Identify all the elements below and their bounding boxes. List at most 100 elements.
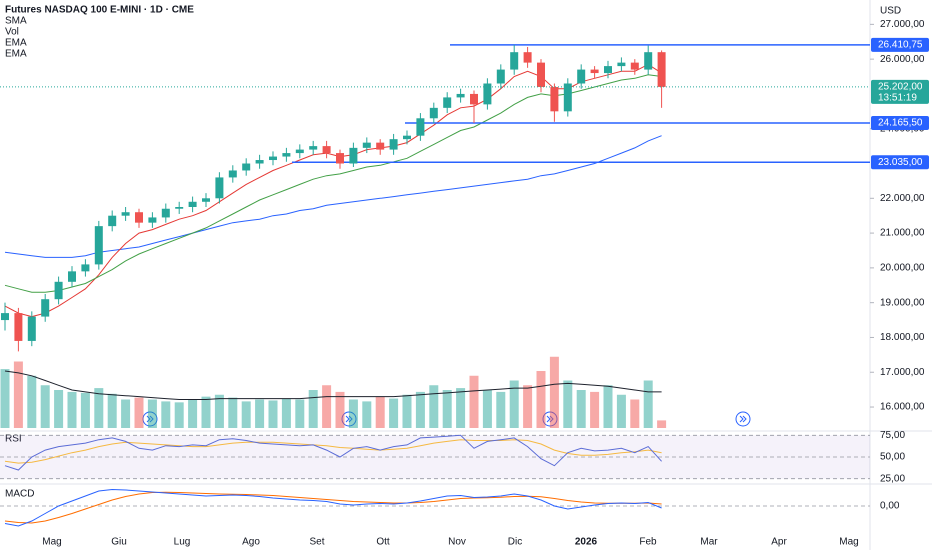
volume-bar	[0, 369, 10, 428]
rsi-line	[4, 434, 662, 471]
candle-body	[68, 271, 76, 282]
candle-body	[121, 212, 130, 216]
volume-bar	[469, 375, 479, 428]
x-tick-label: Giu	[111, 537, 127, 548]
volume-bar	[94, 388, 104, 428]
volume-bar	[630, 399, 640, 428]
last-price-bg	[871, 79, 929, 104]
candle-body	[617, 62, 626, 67]
volume-bar	[509, 380, 519, 428]
x-tick-label: Nov	[448, 537, 466, 548]
volume-bar	[375, 396, 385, 428]
volume-bar	[590, 391, 600, 428]
volume-bar	[402, 394, 412, 428]
x-tick-label: Set	[309, 537, 324, 548]
candle-body	[376, 142, 385, 150]
x-tick-label: Ago	[242, 537, 260, 548]
volume-bar	[335, 391, 345, 428]
candle-body	[188, 201, 197, 207]
volume-bar	[228, 397, 238, 428]
volume-bar	[389, 398, 399, 428]
y-tick-label: 27.000,00	[880, 19, 925, 30]
currency: USD	[880, 6, 901, 17]
candle-body	[657, 52, 666, 87]
volume-bar	[643, 380, 653, 428]
countdown: 13:51:19	[878, 93, 917, 104]
volume-bar	[482, 390, 492, 428]
volume-bar	[362, 401, 372, 428]
rsi-ma	[4, 439, 662, 464]
candle-body	[336, 153, 344, 164]
candle-body	[630, 62, 639, 70]
volume-bar	[27, 375, 37, 428]
candle-body	[604, 66, 612, 74]
volume-bar	[147, 399, 157, 428]
volume-bar	[657, 420, 667, 428]
volume-bar	[563, 380, 573, 428]
pane-title: MACD	[5, 489, 34, 500]
volume-bar	[496, 391, 506, 428]
y-tick-label: 18.000,00	[880, 332, 925, 343]
ma-line	[4, 74, 662, 293]
candle-body	[94, 226, 103, 265]
candle-body	[483, 83, 492, 105]
legend-entry: EMA	[5, 38, 27, 49]
candle-body	[1, 313, 9, 321]
level-label-bg	[871, 155, 929, 170]
level-label-bg	[871, 115, 929, 130]
candle-body	[644, 52, 653, 70]
volume-bar	[134, 397, 144, 428]
volume-bar	[308, 390, 318, 428]
volume-bar	[80, 392, 90, 428]
candle-body	[362, 142, 371, 148]
volume-bar	[241, 401, 251, 428]
candle-body	[228, 170, 237, 178]
y-tick-label: 17.000,00	[880, 367, 925, 378]
candle-body	[202, 198, 210, 202]
volume-bar	[603, 385, 613, 428]
volume-bar	[13, 361, 23, 428]
candle-body	[590, 69, 599, 74]
x-tick-label: Mag	[42, 537, 61, 548]
candle-body	[148, 217, 157, 223]
y-tick-label: 25,00	[880, 473, 905, 484]
level-label: 26.410,75	[878, 39, 923, 50]
candle-body	[470, 93, 478, 105]
candle-body	[403, 135, 411, 140]
pane-title: RSI	[5, 434, 22, 445]
candle-body	[429, 107, 438, 119]
candle-body	[443, 97, 452, 108]
volume-bar	[121, 399, 131, 428]
candle-body	[550, 86, 559, 112]
macd-line	[4, 488, 662, 527]
y-tick-label: 0,00	[880, 501, 900, 512]
volume-bar	[67, 391, 77, 428]
volume-bar	[214, 394, 224, 428]
candle-body	[563, 83, 572, 112]
volume-bar	[442, 390, 452, 428]
volume-bar	[348, 399, 358, 428]
candle-body	[295, 149, 304, 154]
volume-bar	[107, 393, 117, 428]
candle-body	[269, 156, 277, 161]
legend-entry: SMA	[5, 16, 27, 27]
ma-line	[4, 135, 662, 258]
candle-body	[416, 118, 425, 136]
candle-body	[322, 146, 331, 154]
volume-bar	[576, 390, 586, 428]
volume-bar	[456, 388, 466, 428]
level-label-bg	[871, 37, 929, 52]
volume-bar	[616, 394, 626, 428]
y-tick-label: 50,00	[880, 452, 905, 463]
volume-bar	[549, 356, 559, 428]
candle-body	[27, 316, 36, 341]
last-price-label: 25.202,00	[878, 82, 923, 93]
x-tick-label: Mar	[700, 537, 718, 548]
volume-bar	[201, 396, 211, 428]
legend-entry: Vol	[5, 27, 19, 38]
volume-bar	[523, 385, 533, 428]
volume-bar	[268, 400, 278, 428]
y-tick-label: 19.000,00	[880, 297, 925, 308]
candle-body	[577, 69, 586, 84]
y-tick-label: 20.000,00	[880, 263, 925, 274]
